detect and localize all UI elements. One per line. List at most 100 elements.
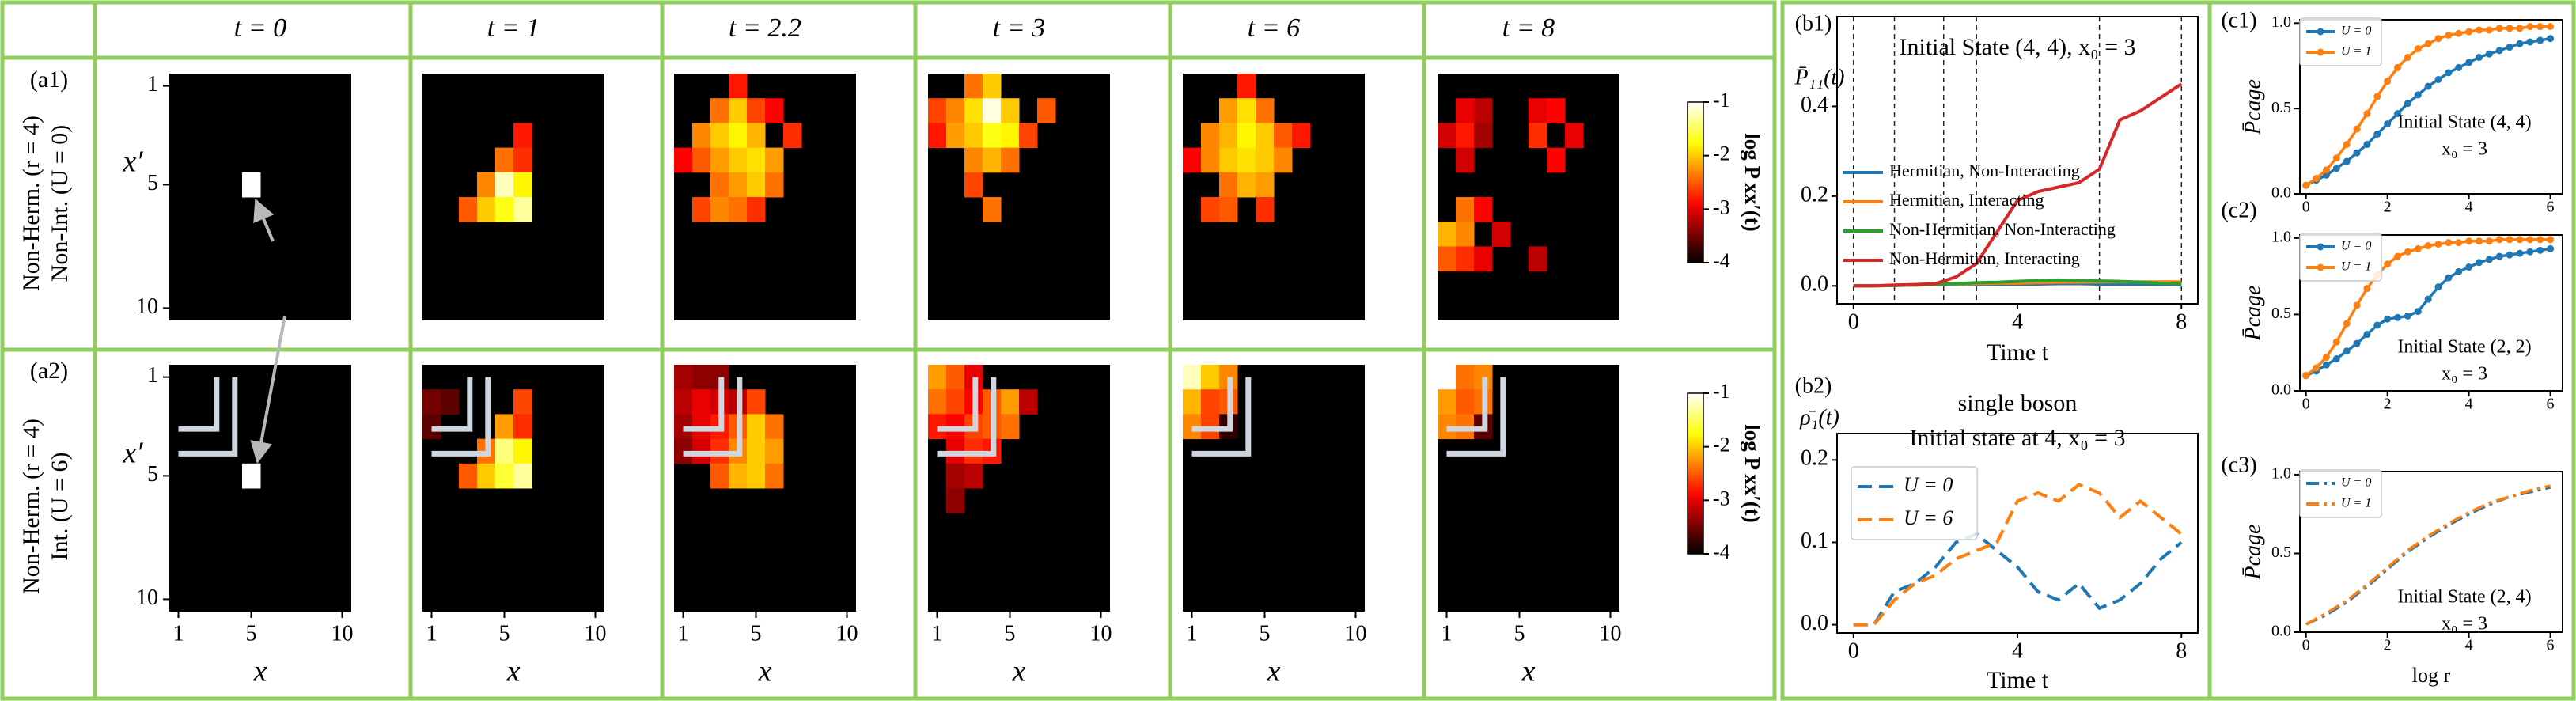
series-marker bbox=[2332, 165, 2340, 172]
series-marker bbox=[2536, 246, 2544, 254]
heatmap-cell bbox=[710, 123, 729, 149]
series-marker bbox=[2313, 364, 2320, 372]
y-tick-label: 0.0 bbox=[1801, 611, 1828, 635]
x-tick-label: 6 bbox=[2547, 396, 2555, 413]
x-axis-label: log r bbox=[2412, 664, 2451, 687]
heatmap-cell bbox=[1237, 98, 1256, 123]
heatmap-cell bbox=[729, 147, 748, 173]
heatmap-cell bbox=[710, 147, 729, 173]
legend-box bbox=[2299, 469, 2382, 518]
heatmap-cell bbox=[674, 389, 693, 415]
heatmap-cell bbox=[1438, 389, 1457, 415]
y-tick-label: 0.0 bbox=[1801, 272, 1828, 297]
annotation: Initial State (4, 4) bbox=[2397, 112, 2531, 133]
column-title: t = 0 bbox=[234, 13, 286, 43]
x-tick-label: 6 bbox=[2547, 637, 2555, 654]
series-marker bbox=[2434, 75, 2442, 83]
y-axis-label: P̄cage bbox=[2241, 286, 2265, 342]
x-axis-label: x bbox=[1012, 655, 1026, 688]
series-line bbox=[1853, 483, 2183, 627]
series-marker bbox=[2363, 140, 2371, 148]
heatmap-cell bbox=[964, 172, 983, 198]
series-marker bbox=[2414, 308, 2422, 316]
heatmap-cell bbox=[983, 98, 1002, 123]
x-tick-label: 0 bbox=[1848, 310, 1859, 335]
heatmap-cell bbox=[765, 172, 784, 198]
legend-label: U = 6 bbox=[1904, 506, 1953, 529]
heatmap-cell bbox=[928, 123, 947, 149]
x-axis-label: x bbox=[506, 655, 521, 688]
heatmap-cell bbox=[692, 123, 711, 149]
series-marker bbox=[2434, 283, 2442, 291]
series-marker bbox=[2384, 78, 2392, 85]
y-tick-label: 0.0 bbox=[2271, 381, 2291, 399]
heatmap-cell bbox=[928, 389, 947, 415]
heatmap-cell bbox=[710, 172, 729, 198]
heatmap-cell bbox=[765, 98, 784, 123]
heatmap-cell bbox=[1001, 389, 1020, 415]
legend-marker bbox=[2317, 48, 2324, 56]
x-axis-label: x bbox=[758, 655, 772, 688]
series-marker bbox=[2485, 26, 2493, 34]
heatmap-cell bbox=[1019, 123, 1038, 149]
x-tick-label: 0 bbox=[1848, 639, 1859, 664]
heatmap-cell bbox=[765, 147, 784, 173]
heatmap-cell bbox=[1474, 246, 1493, 272]
series-marker bbox=[2363, 285, 2371, 293]
x-tick-label: 5 bbox=[499, 621, 510, 646]
colorbar-label: log P xx′(t) bbox=[1741, 424, 1764, 523]
chart-subtitle: Initial state at 4, x₀ = 3 bbox=[1909, 425, 2125, 451]
heatmap-cell bbox=[1201, 389, 1220, 415]
series-marker bbox=[2485, 256, 2493, 263]
heatmap-cell bbox=[964, 123, 983, 149]
heatmap-cell bbox=[747, 438, 766, 464]
heatmap-cell bbox=[1529, 98, 1547, 123]
cage-outline bbox=[937, 377, 997, 457]
column-title: t = 3 bbox=[993, 13, 1045, 43]
heatmap-cell bbox=[928, 98, 947, 123]
series-marker bbox=[2322, 354, 2330, 362]
heatmap-cell bbox=[1237, 123, 1256, 149]
row-label: Non-Int. (U = 0) bbox=[47, 125, 73, 282]
x-tick-label: 10 bbox=[1345, 621, 1367, 646]
series-marker bbox=[2475, 237, 2483, 245]
y-tick-label: 0.2 bbox=[1801, 182, 1828, 207]
y-axis-label: P̄cage bbox=[2241, 79, 2265, 135]
heatmap-cell bbox=[1219, 197, 1238, 222]
heatmap-cell bbox=[946, 123, 965, 149]
colorbar bbox=[1687, 101, 1704, 263]
heatmap-cell bbox=[1219, 172, 1238, 198]
series-marker bbox=[2526, 248, 2534, 256]
x-tick-label: 8 bbox=[2176, 310, 2187, 335]
row-label: Non-Herm. (r = 4) bbox=[18, 116, 44, 291]
series-marker bbox=[2516, 25, 2524, 32]
x-axis-label: x bbox=[1267, 655, 1281, 688]
legend-marker bbox=[2317, 28, 2324, 36]
x-tick-label: 5 bbox=[246, 621, 257, 646]
heatmap-cell bbox=[477, 463, 496, 489]
heatmap-cell bbox=[729, 74, 748, 99]
heatmap-cell bbox=[1456, 246, 1475, 272]
series-marker bbox=[2353, 149, 2361, 157]
heatmap-cell bbox=[946, 98, 965, 123]
y-axis-label: x′ bbox=[122, 437, 143, 470]
series-marker bbox=[2343, 347, 2351, 355]
legend-label: Non-Hermitian, Non-Interacting bbox=[1889, 219, 2116, 239]
series-marker bbox=[2363, 110, 2371, 118]
series-marker bbox=[2445, 239, 2453, 247]
x-tick-label: 4 bbox=[2465, 199, 2473, 216]
panel-label: (c2) bbox=[2221, 198, 2256, 222]
cage-outline bbox=[937, 377, 979, 432]
series-marker bbox=[2547, 236, 2555, 244]
legend-label: Hermitian, Interacting bbox=[1889, 190, 2044, 210]
column-title: t = 8 bbox=[1502, 13, 1555, 43]
heatmap-cell bbox=[1237, 172, 1256, 198]
heatmap-cell bbox=[495, 172, 514, 198]
series-marker bbox=[2506, 25, 2513, 32]
series-marker bbox=[2445, 69, 2453, 77]
y-tick-label: 0.5 bbox=[2271, 544, 2291, 561]
y-tick-label: 5 bbox=[147, 171, 158, 195]
y-tick-label: 0.1 bbox=[1801, 529, 1828, 553]
heatmap-cell bbox=[983, 74, 1002, 99]
heatmap-cell bbox=[513, 438, 532, 464]
